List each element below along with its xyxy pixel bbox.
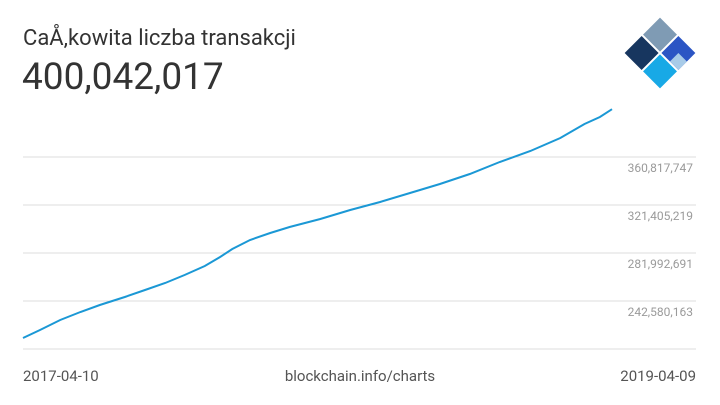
y-tick-label: 281,992,691 xyxy=(628,257,693,271)
logo xyxy=(624,17,696,89)
y-tick-label: 242,580,163 xyxy=(628,305,693,319)
y-tick-label: 321,405,219 xyxy=(628,209,693,223)
x-end-label: 2019-04-09 xyxy=(620,367,696,385)
data-line xyxy=(22,108,613,339)
y-tick-label: 360,817,747 xyxy=(628,161,694,175)
source: blockchain.info/charts xyxy=(285,367,435,385)
x-start-label: 2017-04-10 xyxy=(23,367,99,385)
headline-value: 400,042,017 xyxy=(22,56,224,99)
chart-title: CaÅ‚kowita liczba transakcji xyxy=(23,24,296,51)
